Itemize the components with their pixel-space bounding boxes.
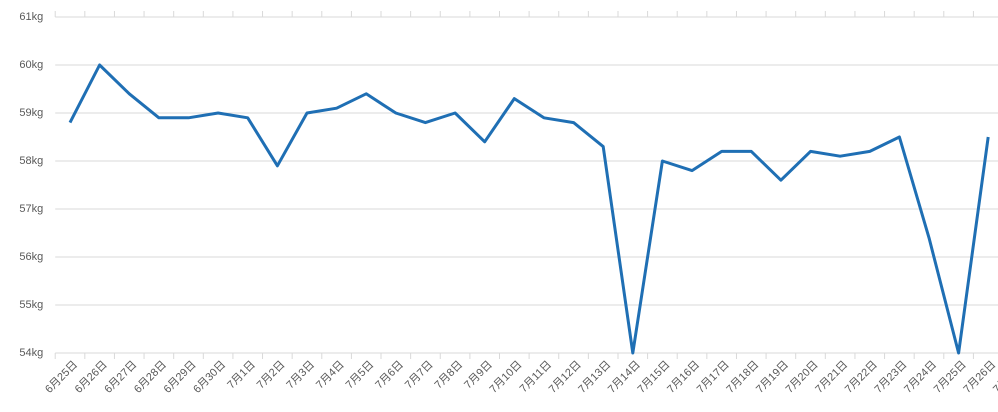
y-tick-label: 54kg (19, 347, 43, 359)
x-tick-label: 6月30日 (191, 359, 228, 396)
x-tick-label: 7月5日 (344, 359, 377, 392)
x-tick-label: 7月8日 (433, 359, 466, 392)
y-tick-label: 59kg (19, 107, 43, 119)
y-tick-label: 58kg (19, 155, 43, 167)
y-tick-label: 57kg (19, 203, 43, 215)
x-tick-label: 7月2日 (255, 359, 288, 392)
y-tick-label: 56kg (19, 251, 43, 263)
y-tick-label: 60kg (19, 59, 43, 71)
x-tick-label: 7月10日 (487, 359, 524, 396)
x-tick-label: 7月7日 (403, 359, 436, 392)
y-tick-label: 61kg (19, 11, 43, 23)
x-tick-label: 7月3日 (284, 359, 317, 392)
x-tick-label: 7月26日 (961, 359, 998, 396)
x-tick-label: 7月4日 (314, 359, 347, 392)
x-tick-label: 7月1日 (225, 359, 258, 392)
y-tick-label: 55kg (19, 299, 43, 311)
x-tick-label: 7月6日 (373, 359, 406, 392)
data-line (68, 63, 990, 355)
